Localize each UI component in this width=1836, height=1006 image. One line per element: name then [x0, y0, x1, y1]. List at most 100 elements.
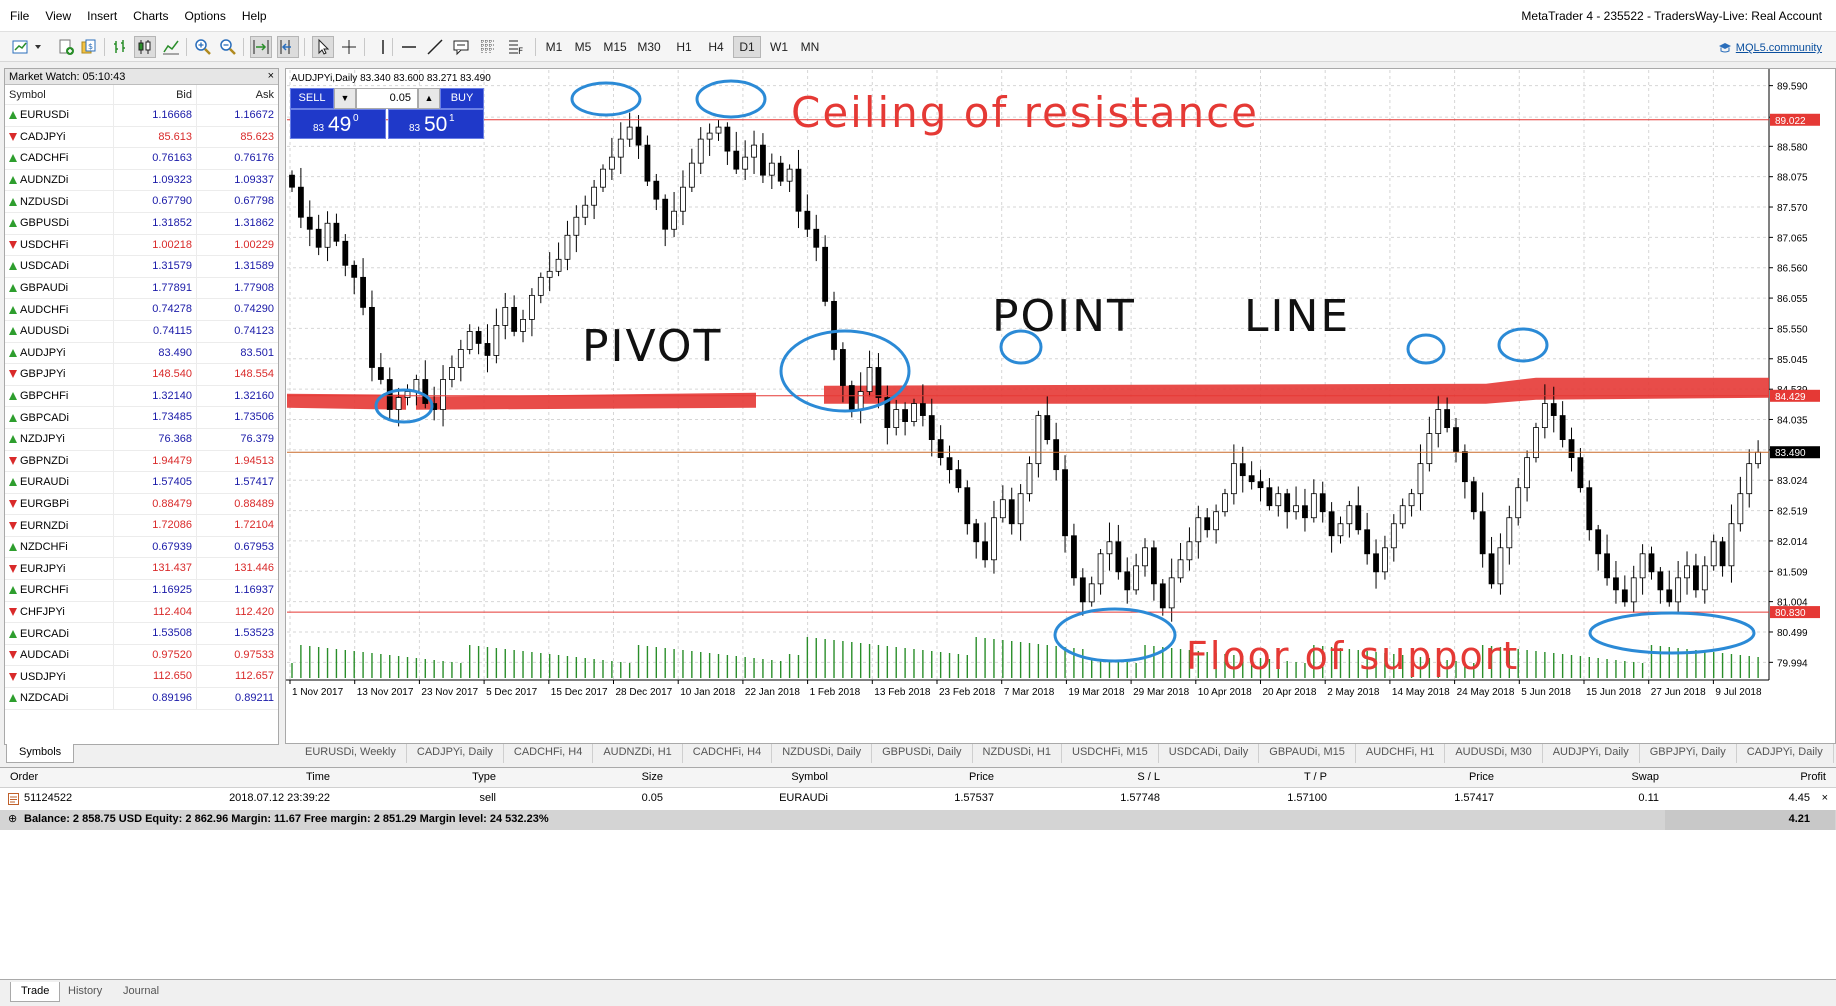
new-chart-icon[interactable] [10, 36, 32, 58]
menu-options[interactable]: Options [184, 8, 226, 23]
market-watch-row[interactable]: EURNZDi 1.72086 1.72104 [5, 515, 278, 537]
expand-icon[interactable]: ⊕ [8, 813, 18, 825]
market-watch-row[interactable]: GBPAUDi 1.77891 1.77908 [5, 277, 278, 300]
tab-history[interactable]: History [68, 985, 103, 997]
timeframe-m15[interactable]: M15 [603, 40, 627, 54]
market-watch-row[interactable]: EURJPYi 131.437 131.446 [5, 558, 278, 581]
market-watch-row[interactable]: NZDJPYi 76.368 76.379 [5, 428, 278, 451]
cursor-icon[interactable] [312, 36, 334, 58]
market-watch-row[interactable]: NZDUSDi 0.67790 0.67798 [5, 191, 278, 213]
trendline-icon[interactable] [424, 36, 446, 58]
close-order-icon[interactable]: × [1821, 792, 1828, 804]
tab-trade[interactable]: Trade [10, 982, 61, 1002]
chart-shift-icon[interactable] [277, 36, 299, 58]
chart-tab[interactable]: CADJPYi, Daily [407, 744, 504, 763]
col-symbol[interactable]: Symbol [791, 771, 828, 783]
market-watch-row[interactable]: GBPJPYi 148.540 148.554 [5, 364, 278, 386]
menu-file[interactable]: File [10, 8, 30, 23]
market-watch-row[interactable]: AUDUSDi 0.74115 0.74123 [5, 320, 278, 343]
col-cur-price[interactable]: Price [1468, 771, 1494, 783]
timeframe-m5[interactable]: M5 [574, 40, 592, 54]
chart-tab[interactable]: AUDNZDi, H1 [593, 744, 683, 763]
market-watch-row[interactable]: CADJPYi 85.613 85.623 [5, 126, 278, 149]
horizontal-line-icon[interactable] [398, 36, 420, 58]
col-profit[interactable]: Profit [1800, 771, 1826, 783]
chevron-down-icon[interactable] [33, 36, 43, 58]
menu-help[interactable]: Help [241, 8, 267, 23]
fibonacci-icon[interactable]: F [505, 36, 527, 58]
menu-insert[interactable]: Insert [87, 8, 118, 23]
col-size[interactable]: Size [641, 771, 663, 783]
timeframe-mn[interactable]: MN [800, 40, 820, 54]
chart-tab[interactable]: AUDCHFi, H1 [1356, 744, 1446, 763]
market-watch-icon[interactable]: $ [78, 36, 100, 58]
market-watch-row[interactable]: EURAUDi 1.57405 1.57417 [5, 472, 278, 494]
market-watch-row[interactable]: CADCHFi 0.76163 0.76176 [5, 148, 278, 170]
market-watch-row[interactable]: AUDCADi 0.97520 0.97533 [5, 644, 278, 667]
sell-price-button[interactable]: 83 49 0 [290, 109, 386, 139]
col-time[interactable]: Time [305, 771, 330, 783]
chart-tab[interactable]: USDCHFi, M15 [1062, 744, 1159, 763]
market-watch-row[interactable]: USDCHFi 1.00218 1.00229 [5, 234, 278, 257]
autoscroll-icon[interactable] [250, 36, 272, 58]
timeframe-h1[interactable]: H1 [676, 40, 692, 54]
market-watch-row[interactable]: GBPCADi 1.73485 1.73506 [5, 407, 278, 429]
market-watch-row[interactable]: AUDJPYi 83.490 83.501 [5, 342, 278, 365]
chart-tab[interactable]: CADJPYi, Daily [1737, 744, 1834, 763]
mql5-link[interactable]: MQL5.community [1718, 41, 1822, 55]
col-price[interactable]: Price [968, 771, 994, 783]
lot-increase-button[interactable]: ▲ [418, 88, 440, 109]
chart-tab[interactable]: USDCADi, Daily [1159, 744, 1260, 763]
close-icon[interactable]: × [267, 70, 274, 82]
market-watch-row[interactable]: EURCADi 1.53508 1.53523 [5, 623, 278, 645]
chart-tab[interactable]: GBPJPYi, Daily [1640, 744, 1737, 763]
chart-tab[interactable]: AUDUSDi, M30 [1445, 744, 1543, 763]
col-order[interactable]: Order [10, 771, 39, 783]
header-ask[interactable]: Ask [255, 89, 274, 101]
market-watch-row[interactable]: AUDCHFi 0.74278 0.74290 [5, 299, 278, 321]
col-swap[interactable]: Swap [1631, 771, 1659, 783]
market-watch-row[interactable]: GBPUSDi 1.31852 1.31862 [5, 212, 278, 235]
market-watch-row[interactable]: GBPCHFi 1.32140 1.32160 [5, 385, 278, 408]
menu-charts[interactable]: Charts [133, 8, 169, 23]
bar-chart-icon[interactable] [110, 36, 132, 58]
timeframe-m30[interactable]: M30 [637, 40, 661, 54]
col-sl[interactable]: S / L [1137, 771, 1160, 783]
chart-window[interactable]: 89.59089.06588.58088.07587.57087.06586.5… [285, 68, 1836, 744]
market-watch-row[interactable]: EURUSDi 1.16668 1.16672 [5, 105, 278, 127]
line-chart-icon[interactable] [160, 36, 182, 58]
chart-tab[interactable]: GBPAUDi, M15 [1259, 744, 1356, 763]
chart-tab[interactable]: GBPUSDi, Daily [872, 744, 973, 763]
market-watch-row[interactable]: GBPNZDi 1.94479 1.94513 [5, 450, 278, 473]
tab-symbols[interactable]: Symbols [6, 744, 75, 763]
chart-tab[interactable]: CADCHFi, H4 [504, 744, 594, 763]
tab-journal[interactable]: Journal [123, 985, 160, 997]
buy-button[interactable]: BUY [440, 88, 484, 109]
chart-tab[interactable]: NZDUSDi, Daily [772, 744, 873, 763]
chart-tab[interactable]: CADCHFi, H4 [683, 744, 773, 763]
header-bid[interactable]: Bid [114, 85, 197, 104]
market-watch-row[interactable]: NZDCHFi 0.67939 0.67953 [5, 536, 278, 559]
chart-tab[interactable]: AUDJPYi, Daily [1543, 744, 1640, 763]
candlestick-icon[interactable] [134, 36, 156, 58]
grid-icon[interactable] [477, 36, 499, 58]
price-chart[interactable]: 89.59089.06588.58088.07587.57087.06586.5… [286, 69, 1835, 743]
chart-tab[interactable]: NZDUSDi, H1 [973, 744, 1062, 763]
timeframe-d1[interactable]: D1 [733, 36, 761, 58]
timeframe-h4[interactable]: H4 [708, 40, 724, 54]
market-watch-row[interactable]: USDJPYi 112.650 112.657 [5, 666, 278, 689]
buy-price-button[interactable]: 83 50 1 [388, 109, 484, 139]
market-watch-row[interactable]: EURCHFi 1.16925 1.16937 [5, 580, 278, 602]
zoom-out-icon[interactable] [217, 36, 239, 58]
chart-tab[interactable]: EURUSDi, Weekly [295, 744, 407, 763]
market-watch-row[interactable]: EURGBPi 0.88479 0.88489 [5, 493, 278, 516]
vertical-line-icon[interactable] [372, 36, 394, 58]
col-type[interactable]: Type [472, 771, 496, 783]
timeframe-w1[interactable]: W1 [770, 40, 788, 54]
lot-size-input[interactable]: 0.05 [356, 88, 418, 109]
market-watch-row[interactable]: AUDNZDi 1.09323 1.09337 [5, 169, 278, 192]
text-label-icon[interactable] [450, 36, 472, 58]
menu-view[interactable]: View [45, 8, 72, 23]
crosshair-icon[interactable] [338, 36, 360, 58]
order-row[interactable]: 51124522 2018.07.12 23:39:22 sell 0.05 E… [0, 789, 1836, 809]
